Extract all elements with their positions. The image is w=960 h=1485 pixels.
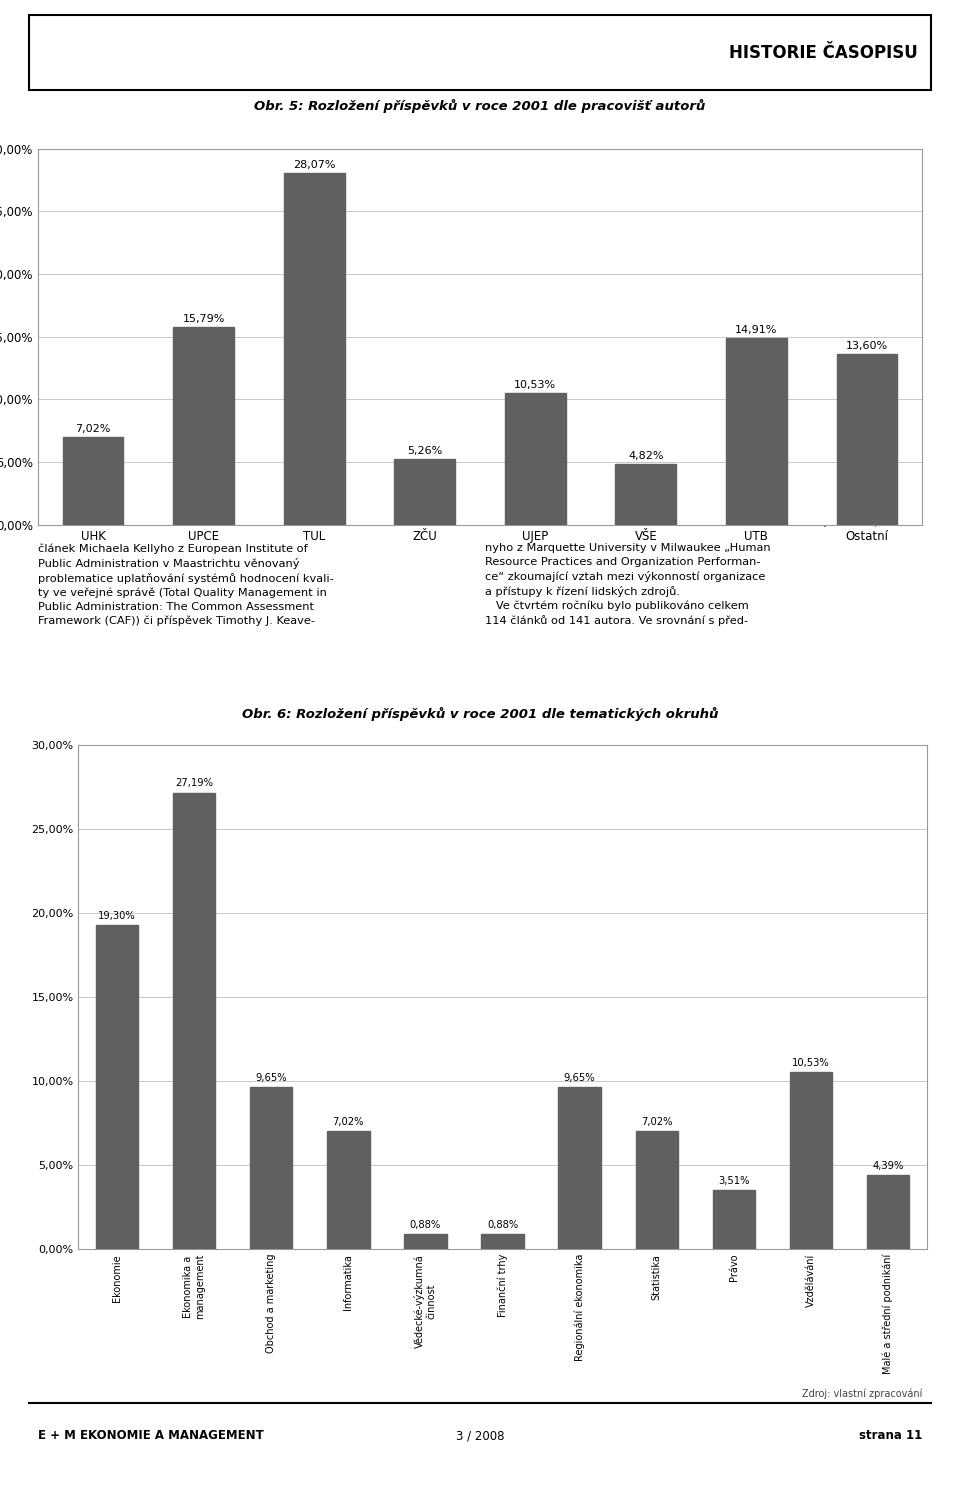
- Text: Obr. 5: Rozložení příspěvků v roce 2001 dle pracovišť autorů: Obr. 5: Rozložení příspěvků v roce 2001 …: [254, 99, 706, 113]
- Text: Zdroj: vlastní zpracování: Zdroj: vlastní zpracování: [802, 1388, 923, 1399]
- Text: Zdroj: vlastní zpracování: Zdroj: vlastní zpracování: [802, 517, 923, 527]
- Text: strana 11: strana 11: [859, 1430, 923, 1442]
- FancyBboxPatch shape: [29, 15, 931, 91]
- Text: článek Michaela Kellyho z European Institute of
Public Administration v Maastric: článek Michaela Kellyho z European Insti…: [37, 544, 333, 627]
- Text: E + M EKONOMIE A MANAGEMENT: E + M EKONOMIE A MANAGEMENT: [37, 1430, 264, 1442]
- Text: Obr. 6: Rozložení příspěvků v roce 2001 dle tematických okruhů: Obr. 6: Rozložení příspěvků v roce 2001 …: [242, 707, 718, 720]
- Text: 3 / 2008: 3 / 2008: [456, 1430, 504, 1442]
- Text: HISTORIE ČASOPISU: HISTORIE ČASOPISU: [729, 43, 918, 61]
- Text: nyho z Marquette University v Milwaukee „Human
Resource Practices and Organizati: nyho z Marquette University v Milwaukee …: [485, 544, 770, 627]
